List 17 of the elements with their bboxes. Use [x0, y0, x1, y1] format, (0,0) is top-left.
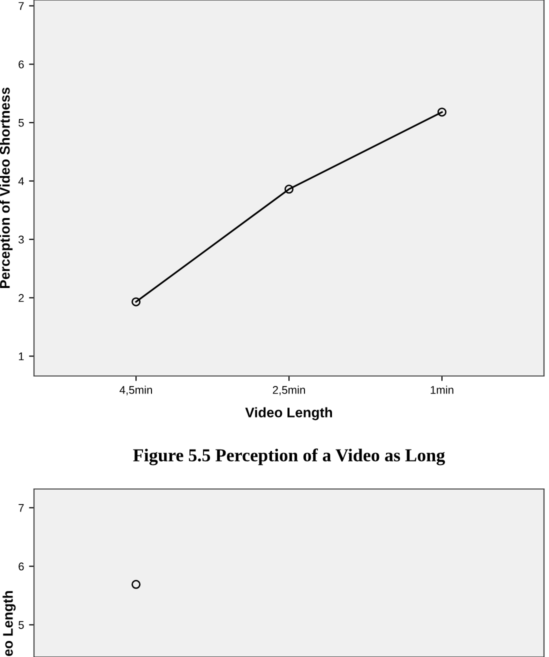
y-tick-label: 1: [18, 352, 24, 360]
x-tick-label: 4,5min: [120, 386, 152, 396]
y-axis-title: Perception of Video Shortness: [0, 88, 13, 288]
y-tick-label: 6: [18, 60, 24, 68]
y-tick-label: 4: [18, 177, 24, 186]
y-tick-label: 5: [18, 118, 24, 127]
x-tick-label: 1min: [430, 386, 454, 394]
x-axis-title: Video Length: [245, 407, 332, 420]
y-tick-label: 7: [18, 2, 24, 10]
y-tick-label: 2: [18, 294, 24, 302]
y-tick-label: 7: [18, 504, 24, 512]
y-tick-label: 5: [18, 621, 24, 629]
y-axis-title: eo Length: [2, 591, 16, 656]
y-tick-label: 3: [18, 236, 24, 244]
x-tick-label: 2,5min: [272, 386, 305, 396]
chart-title: Figure 5.5 Perception of a Video as Long: [133, 448, 445, 466]
y-tick-label: 6: [18, 562, 24, 570]
